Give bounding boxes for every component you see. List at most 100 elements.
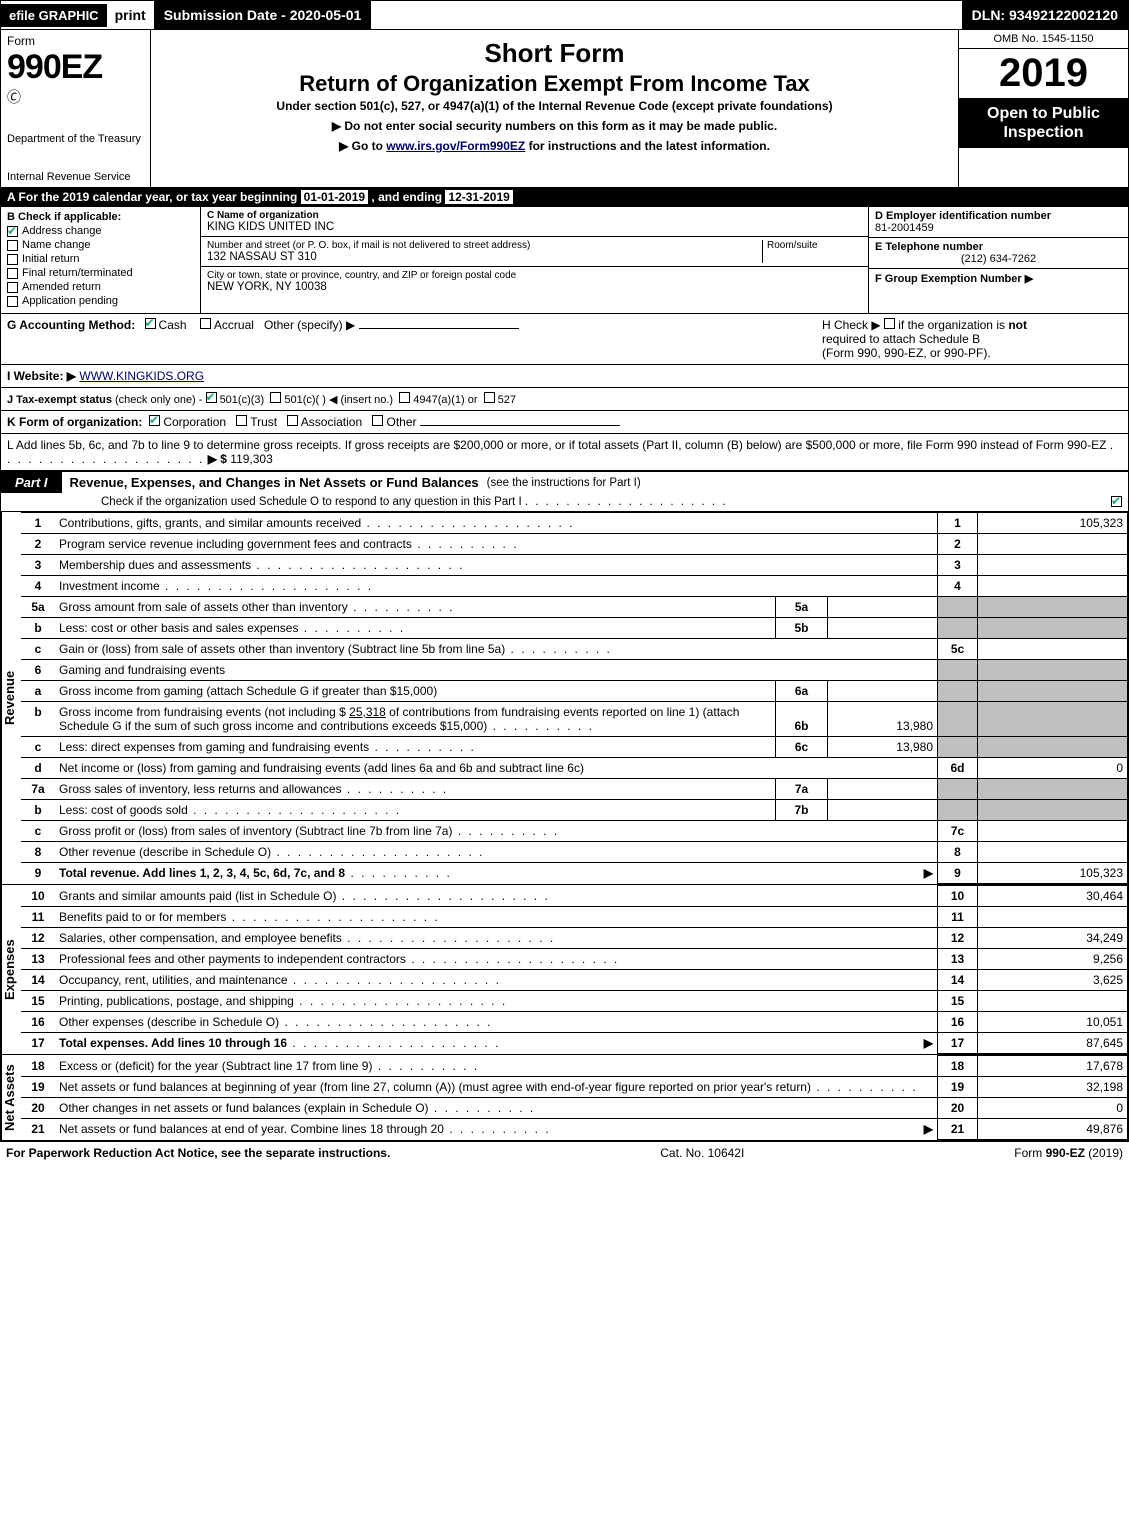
line-amt: 30,464 — [978, 886, 1128, 907]
footer-right-bold: 990-EZ — [1046, 1146, 1085, 1160]
chk-application-pending[interactable]: Application pending — [7, 295, 194, 307]
other-specify-input[interactable] — [359, 328, 519, 329]
line-ref: 16 — [938, 1012, 978, 1033]
line-desc: Total revenue. Add lines 1, 2, 3, 4, 5c,… — [59, 866, 345, 880]
line-ref: 11 — [938, 907, 978, 928]
sub-ref: 6a — [776, 681, 828, 702]
sub-val — [828, 681, 938, 702]
chk-4947[interactable] — [399, 392, 410, 403]
header-right: OMB No. 1545-1150 2019 Open to Public In… — [958, 30, 1128, 187]
chk-schedule-b[interactable] — [884, 318, 895, 329]
box-j-note: (check only one) - — [115, 394, 205, 406]
box-f: F Group Exemption Number ▶ — [869, 269, 1128, 288]
box-h-line2: required to attach Schedule B — [822, 332, 980, 346]
chk-association[interactable] — [287, 415, 298, 426]
line-amt — [978, 639, 1128, 660]
line-desc: Gaming and fundraising events — [59, 663, 225, 677]
chk-accrual[interactable] — [200, 318, 211, 329]
line-21: 21 Net assets or fund balances at end of… — [21, 1119, 1128, 1140]
grey-cell — [938, 779, 978, 800]
box-c-name-label: C Name of organization — [207, 210, 334, 221]
opt-4947: 4947(a)(1) or — [413, 394, 477, 406]
box-h: H Check ▶ if the organization is not req… — [822, 318, 1122, 360]
print-button[interactable]: print — [107, 3, 154, 27]
line-5c: c Gain or (loss) from sale of assets oth… — [21, 639, 1128, 660]
line-5b: b Less: cost or other basis and sales ex… — [21, 618, 1128, 639]
line-6a: a Gross income from gaming (attach Sched… — [21, 681, 1128, 702]
accrual-label: Accrual — [214, 318, 254, 332]
chk-amended-return[interactable]: Amended return — [7, 281, 194, 293]
chk-name-change[interactable]: Name change — [7, 239, 194, 251]
chk-label: Name change — [22, 239, 91, 251]
org-address: 132 NASSAU ST 310 — [207, 251, 762, 263]
revenue-side-label: Revenue — [1, 512, 21, 884]
opt-501c3: 501(c)(3) — [220, 394, 265, 406]
chk-schedule-o-parti[interactable] — [1111, 496, 1122, 507]
line-amt — [978, 842, 1128, 863]
line-ref: 4 — [938, 576, 978, 597]
chk-501c[interactable] — [270, 392, 281, 403]
line-desc: Program service revenue including govern… — [59, 537, 412, 551]
line-desc: Gross profit or (loss) from sales of inv… — [59, 824, 452, 838]
taxyear-mid: , and ending — [368, 190, 445, 204]
chk-address-change[interactable]: Address change — [7, 225, 194, 237]
box-j: J Tax-exempt status (check only one) - 5… — [1, 387, 1128, 410]
dots — [336, 889, 549, 903]
line-18: 18 Excess or (deficit) for the year (Sub… — [21, 1056, 1128, 1077]
line-7a: 7a Gross sales of inventory, less return… — [21, 779, 1128, 800]
opt-527: 527 — [498, 394, 516, 406]
line-20: 20 Other changes in net assets or fund b… — [21, 1098, 1128, 1119]
line-no: 20 — [21, 1098, 55, 1119]
netassets-section: Net Assets 18 Excess or (deficit) for th… — [0, 1055, 1129, 1141]
line-desc: Membership dues and assessments — [59, 558, 251, 572]
line-no: 16 — [21, 1012, 55, 1033]
line-7c: c Gross profit or (loss) from sales of i… — [21, 821, 1128, 842]
dots — [429, 1101, 536, 1115]
opt-other: Other — [387, 415, 417, 429]
treasury-seal-icon: 🄫 — [7, 87, 144, 107]
other-org-input[interactable] — [420, 425, 620, 426]
line-desc: Less: cost of goods sold — [59, 803, 188, 817]
line-no: b — [21, 618, 55, 639]
chk-501c3[interactable] — [206, 392, 217, 403]
dots — [226, 910, 439, 924]
dots — [298, 621, 405, 635]
chk-initial-return[interactable]: Initial return — [7, 253, 194, 265]
opt-corp: Corporation — [163, 415, 226, 429]
line-desc: Grants and similar amounts paid (list in… — [59, 889, 336, 903]
chk-cash[interactable] — [145, 318, 156, 329]
dots — [406, 952, 619, 966]
chk-trust[interactable] — [236, 415, 247, 426]
box-d: D Employer identification number 81-2001… — [869, 207, 1128, 238]
line-ref: 10 — [938, 886, 978, 907]
line-desc: Less: cost or other basis and sales expe… — [59, 621, 298, 635]
dots — [452, 824, 559, 838]
goto-link[interactable]: www.irs.gov/Form990EZ — [386, 139, 525, 153]
open-public-inspection: Open to Public Inspection — [959, 98, 1128, 148]
chk-other-org[interactable] — [372, 415, 383, 426]
dots — [279, 1015, 492, 1029]
chk-corporation[interactable] — [149, 415, 160, 426]
footer-mid: Cat. No. 10642I — [660, 1146, 744, 1160]
line-4: 4 Investment income 4 — [21, 576, 1128, 597]
line-ref: 12 — [938, 928, 978, 949]
line-ref: 14 — [938, 970, 978, 991]
sub-ref: 6c — [776, 737, 828, 758]
chk-final-return[interactable]: Final return/terminated — [7, 267, 194, 279]
line-13: 13 Professional fees and other payments … — [21, 949, 1128, 970]
line-ref: 18 — [938, 1056, 978, 1077]
line-15: 15 Printing, publications, postage, and … — [21, 991, 1128, 1012]
line-desc: Professional fees and other payments to … — [59, 952, 406, 966]
page-footer: For Paperwork Reduction Act Notice, see … — [0, 1141, 1129, 1164]
cash-label: Cash — [159, 318, 187, 332]
line-16: 16 Other expenses (describe in Schedule … — [21, 1012, 1128, 1033]
line-no: 13 — [21, 949, 55, 970]
website-link[interactable]: WWW.KINGKIDS.ORG — [79, 369, 204, 383]
chk-527[interactable] — [484, 392, 495, 403]
line-19: 19 Net assets or fund balances at beginn… — [21, 1077, 1128, 1098]
dots — [369, 740, 476, 754]
line-2: 2 Program service revenue including gove… — [21, 534, 1128, 555]
grey-cell — [978, 618, 1128, 639]
room-suite-label: Room/suite — [767, 240, 862, 251]
revenue-table: 1 Contributions, gifts, grants, and simi… — [21, 512, 1128, 884]
